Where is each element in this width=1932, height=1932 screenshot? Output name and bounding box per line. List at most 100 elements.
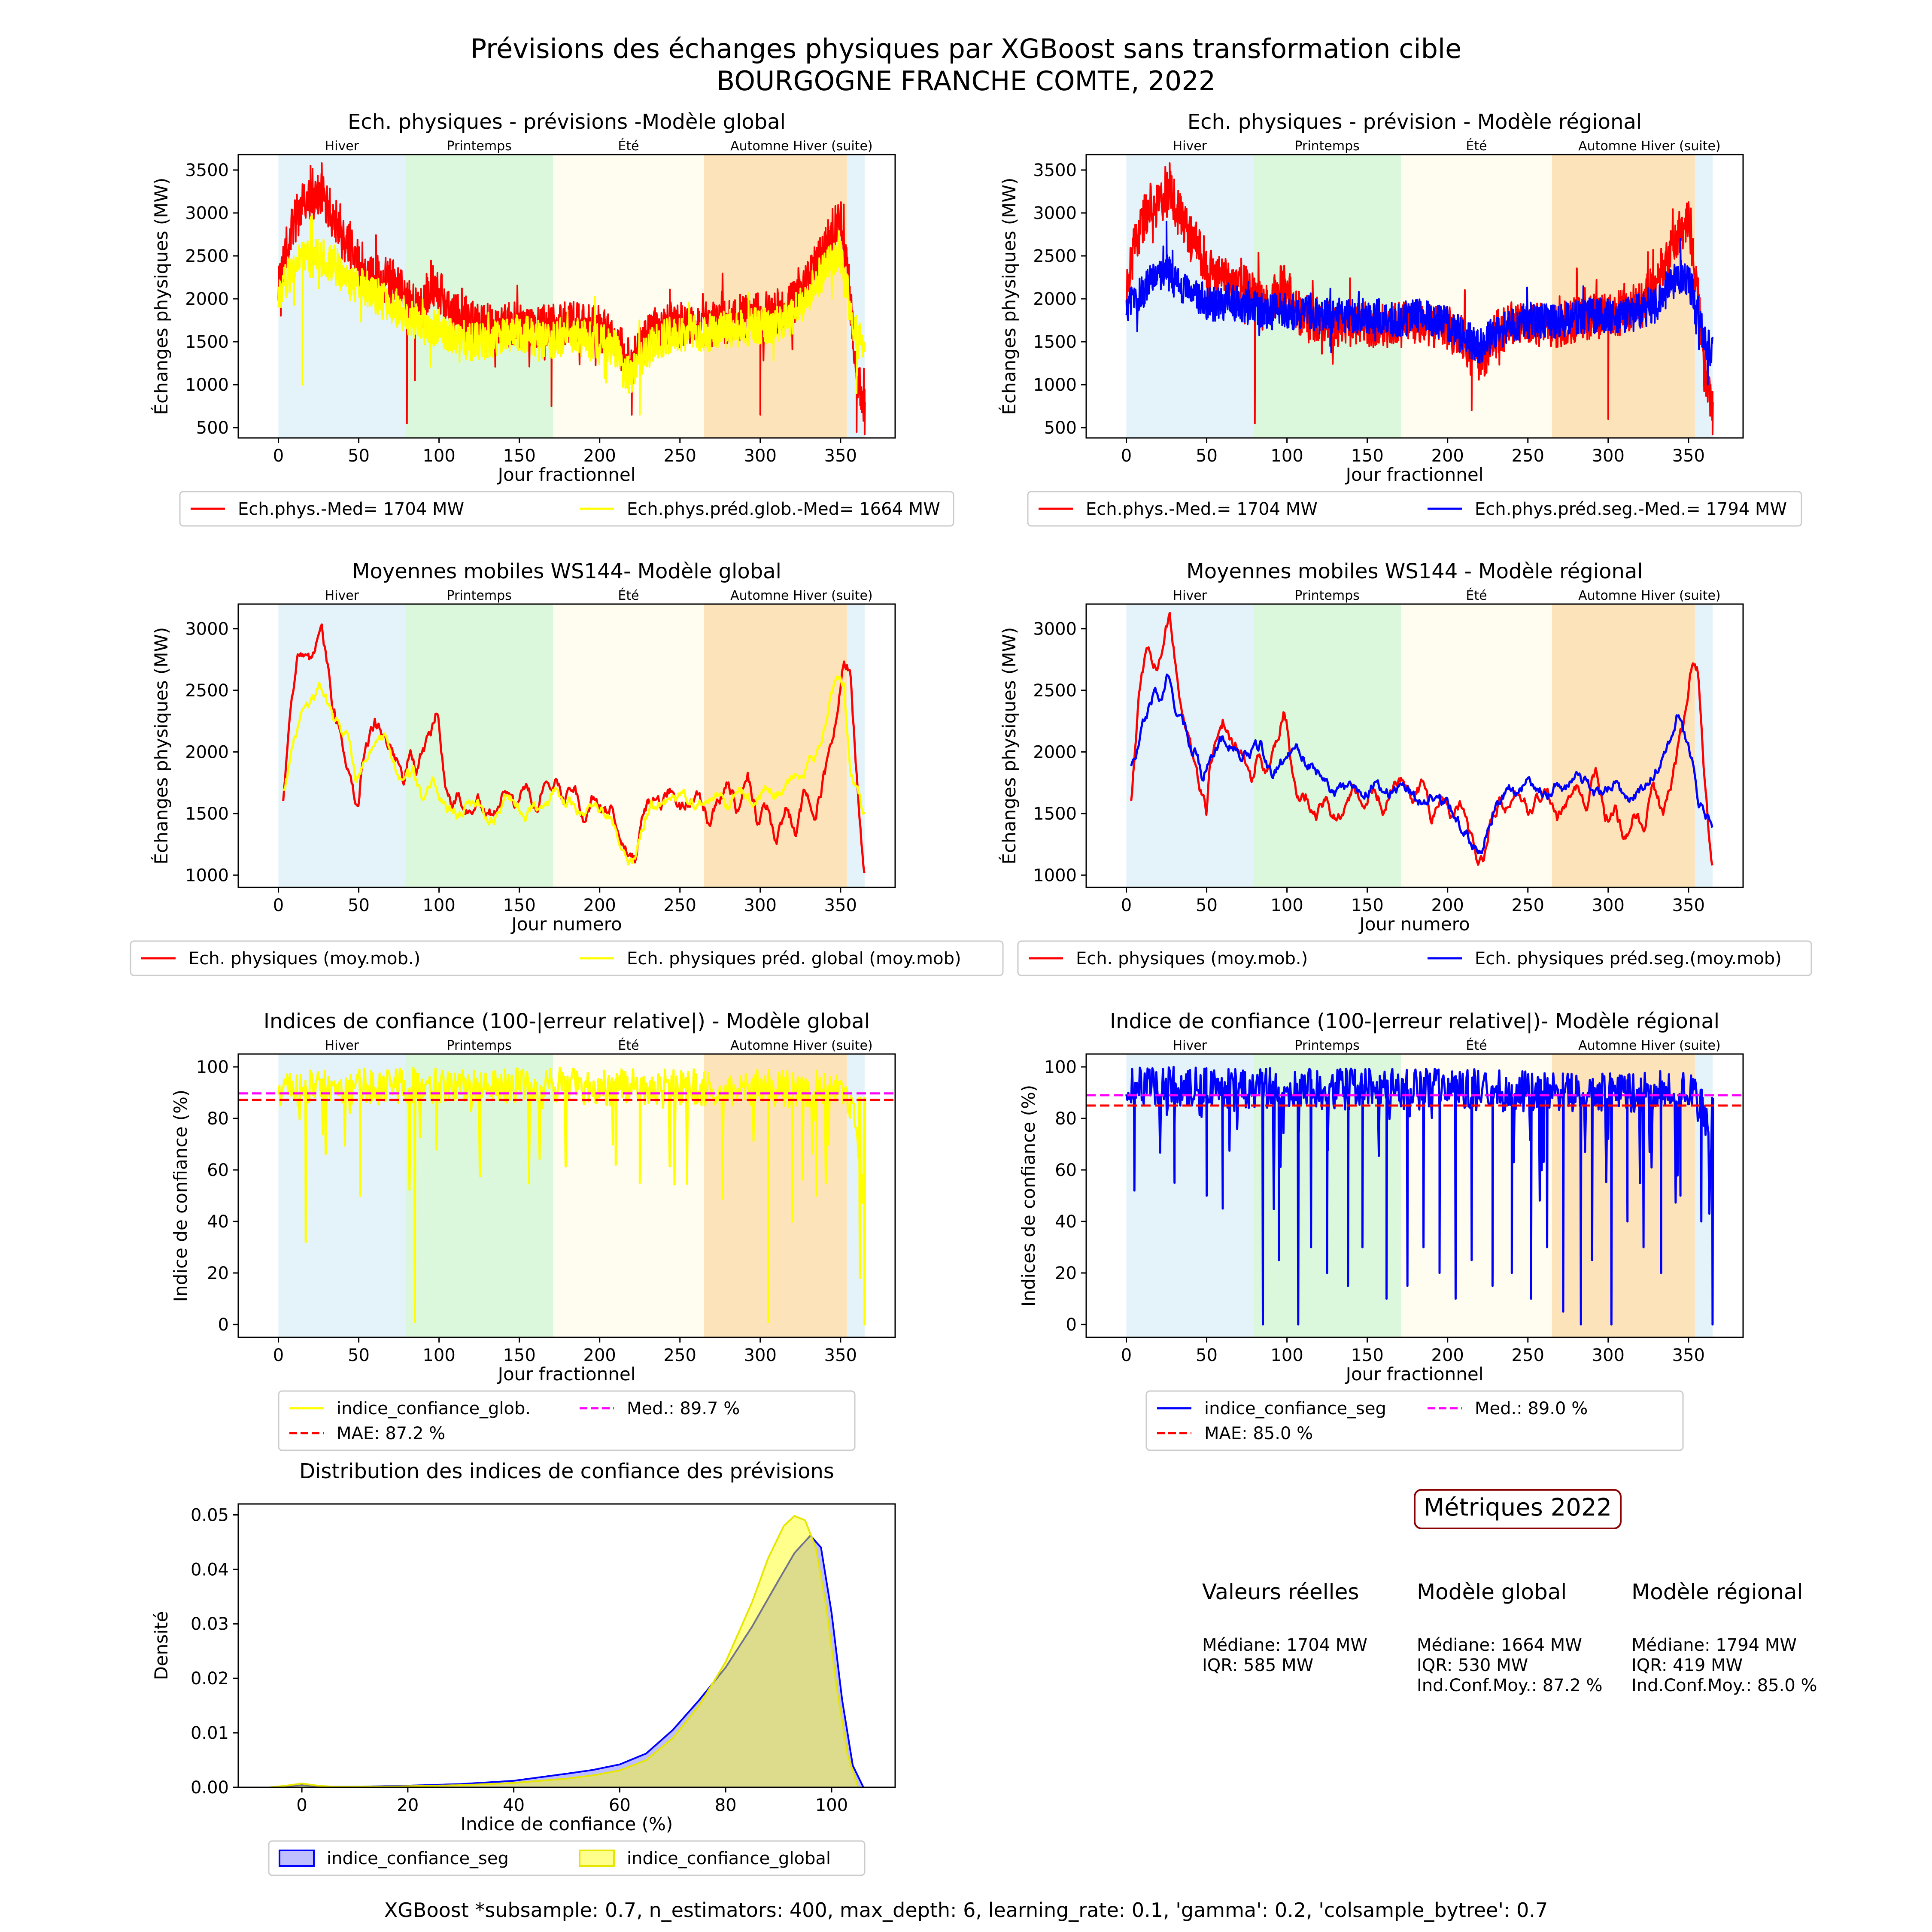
- plot-frame: [237, 1053, 896, 1338]
- series-line: [1130, 612, 1713, 866]
- metrics-value: Ind.Conf.Moy.: 85.0 %: [1631, 1676, 1817, 1695]
- density-fill: [270, 1535, 863, 1787]
- y-tick-label: 20: [1055, 1264, 1077, 1283]
- x-tick-label: 350: [1672, 1346, 1705, 1365]
- x-tick-label: 250: [664, 896, 696, 915]
- season-label: Printemps: [1294, 588, 1359, 603]
- metrics-column-title: Valeurs réelles: [1202, 1580, 1359, 1604]
- season-label: Automne Hiver (suite): [730, 139, 872, 154]
- series-group: [1130, 612, 1713, 866]
- chart-p3: Hiver Printemps Été Automne Hiver (suite) 0 5…: [130, 559, 1004, 976]
- y-tick-label: 80: [1055, 1109, 1077, 1129]
- legend-label: MAE: 85.0 %: [1204, 1424, 1313, 1443]
- legend-label: indice_confiance_seg: [327, 1849, 509, 1868]
- season-band: [553, 155, 704, 438]
- x-tick-label: 50: [348, 1346, 370, 1365]
- season-label: Hiver: [1173, 1038, 1207, 1053]
- season-label: Automne Hiver (suite): [730, 1038, 872, 1053]
- series-line: [277, 1066, 866, 1326]
- y-tick-label: 0.03: [191, 1614, 229, 1634]
- x-tick-label: 150: [503, 1346, 535, 1365]
- y-tick-label: 0.02: [191, 1669, 229, 1689]
- x-tick-label: 0: [1121, 896, 1132, 915]
- series-group: [277, 162, 866, 435]
- chart-title: Indices de confiance (100-|erreur relati…: [264, 1009, 870, 1033]
- chart-p2: Hiver Printemps Été Automne Hiver (suite) 0 5…: [998, 110, 1802, 527]
- y-tick-label: 2500: [185, 246, 229, 266]
- chart-p5: Hiver Printemps Été Automne Hiver (suite) 0 5…: [170, 1009, 896, 1451]
- season-label: Été: [1466, 1038, 1487, 1053]
- y-tick-label: 2000: [1033, 289, 1077, 309]
- season-band: [704, 604, 847, 887]
- legend: Ech. physiques (moy.mob.) Ech. physiques …: [1017, 940, 1812, 976]
- x-tick-label: 200: [583, 446, 616, 466]
- series-group: [277, 1066, 866, 1326]
- y-tick-label: 20: [207, 1264, 229, 1283]
- x-axis-label: Jour numero: [1358, 914, 1470, 935]
- legend-swatch: [579, 1850, 615, 1867]
- x-tick-label: 350: [824, 1346, 857, 1365]
- series-line: [277, 214, 866, 416]
- y-tick-label: 2500: [1033, 246, 1077, 266]
- y-tick-label: 1500: [185, 804, 229, 824]
- x-tick-label: 0: [1121, 1346, 1132, 1365]
- season-label: Été: [618, 588, 639, 603]
- legend: indice_confiance_seg indice_confiance_glo…: [268, 1840, 866, 1876]
- x-tick-label: 100: [1270, 446, 1303, 466]
- y-tick-label: 3000: [185, 204, 229, 223]
- metrics-value: IQR: 585 MW: [1202, 1656, 1313, 1675]
- x-tick-label: 20: [397, 1795, 419, 1815]
- season-band: [1253, 604, 1401, 887]
- y-tick-label: 1000: [185, 866, 229, 885]
- metrics-heading: Métriques 2022: [1424, 1494, 1612, 1522]
- x-tick-label: 250: [1512, 1346, 1544, 1365]
- chart-p7: 0 20 40 60 80 100 0.00 0.01 0.02 0.03 0.04 0.05 Dist…: [151, 1459, 896, 1876]
- legend-label: Ech. physiques (moy.mob.): [188, 949, 420, 969]
- season-label: Automne Hiver (suite): [730, 588, 872, 603]
- x-tick-label: 300: [744, 896, 777, 915]
- x-axis-label: Indice de confiance (%): [461, 1814, 673, 1835]
- y-tick-label: 3000: [1033, 619, 1077, 639]
- y-tick-label: 1500: [1033, 804, 1077, 824]
- season-band: [553, 604, 704, 887]
- x-tick-label: 50: [348, 446, 370, 466]
- plot-frame: [237, 603, 896, 888]
- y-axis-label: Échanges physiques (MW): [998, 178, 1020, 415]
- figure-footer: XGBoost *subsample: 0.7, n_estimators: 4…: [384, 1899, 1548, 1922]
- season-band: [1401, 155, 1552, 438]
- season-label: Printemps: [1294, 139, 1359, 154]
- y-tick-label: 40: [1055, 1212, 1077, 1232]
- x-tick-label: 100: [422, 446, 455, 466]
- x-tick-label: 200: [583, 896, 616, 915]
- x-tick-label: 250: [664, 1346, 696, 1365]
- season-label: Printemps: [1294, 1038, 1359, 1053]
- series-group: [1125, 162, 1714, 435]
- x-tick-label: 100: [815, 1795, 848, 1815]
- x-tick-label: 350: [824, 446, 857, 466]
- x-tick-label: 150: [1351, 1346, 1383, 1365]
- chart-title: Ech. physiques - prévision - Modèle régi…: [1188, 110, 1642, 134]
- x-tick-label: 100: [1270, 896, 1303, 915]
- plot-frame: [1085, 154, 1744, 439]
- x-tick-label: 80: [715, 1795, 737, 1815]
- x-axis-label: Jour fractionnel: [1345, 1364, 1484, 1385]
- legend-box: [268, 1840, 866, 1876]
- x-tick-label: 300: [744, 1346, 777, 1365]
- y-tick-label: 1000: [185, 375, 229, 395]
- season-band: [1552, 604, 1695, 887]
- season-label: Été: [1466, 138, 1487, 154]
- plot-frame: [1085, 1053, 1744, 1338]
- chart-title: Indice de confiance (100-|erreur relativ…: [1110, 1009, 1719, 1033]
- season-band: [405, 604, 553, 887]
- y-axis-label: Densité: [151, 1611, 172, 1680]
- x-tick-label: 100: [422, 896, 455, 915]
- y-tick-label: 2000: [185, 289, 229, 309]
- chart-p1: Hiver Printemps Été Automne Hiver (suite) 0 5…: [150, 110, 954, 527]
- legend-label: Med.: 89.0 %: [1475, 1399, 1588, 1419]
- x-axis-label: Jour fractionnel: [497, 464, 636, 485]
- x-axis-label: Jour fractionnel: [497, 1364, 636, 1385]
- x-tick-label: 250: [1512, 896, 1544, 915]
- y-tick-label: 100: [1044, 1057, 1077, 1077]
- legend: Ech.phys.-Med= 1704 MW Ech.phys.préd.glob…: [179, 491, 954, 527]
- y-tick-label: 3000: [185, 619, 229, 639]
